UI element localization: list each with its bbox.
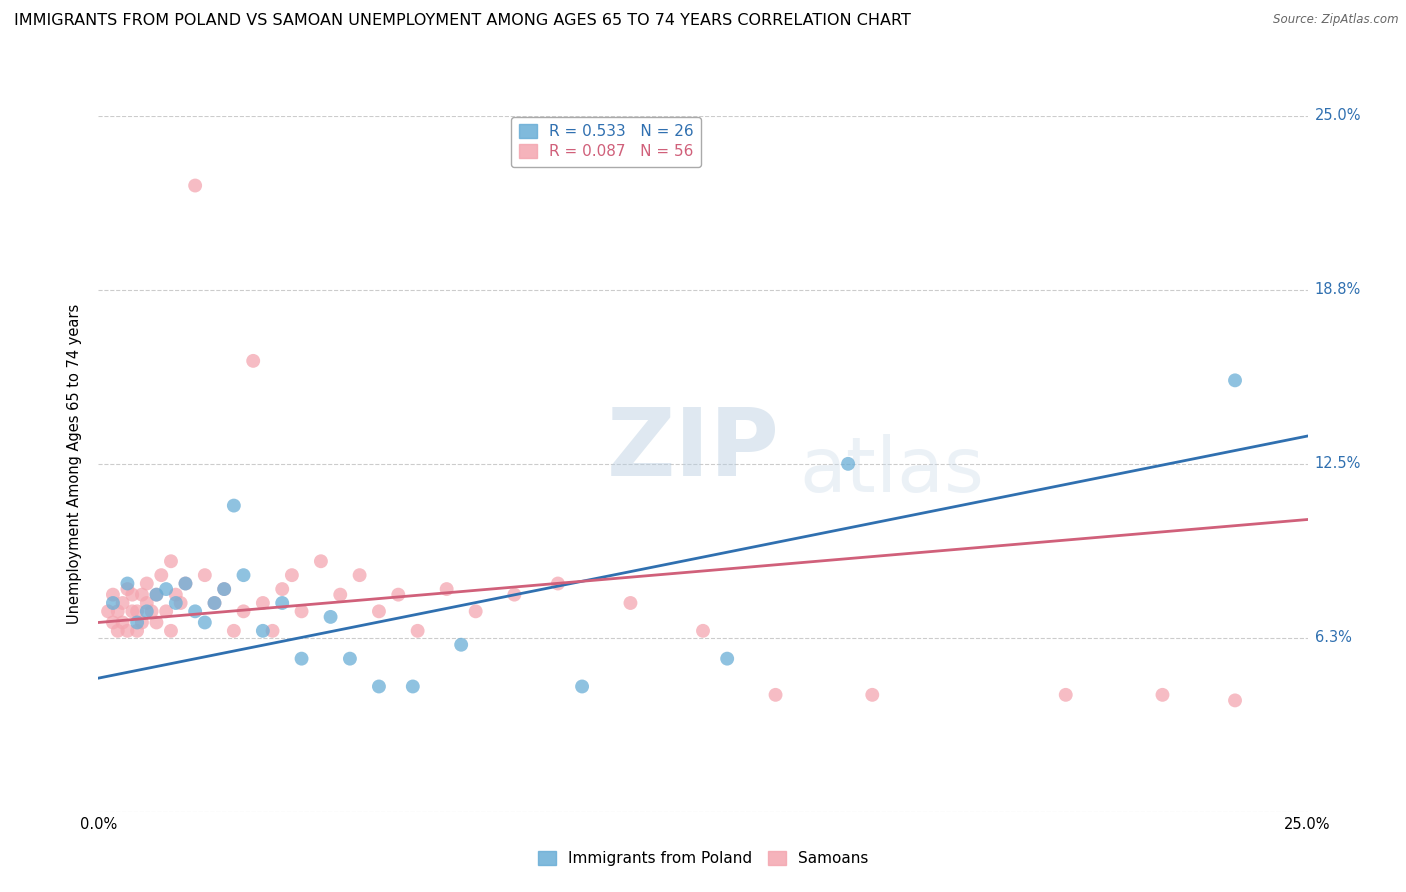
Point: [406, 624, 429, 638]
Point: [131, 588, 153, 602]
Point: [368, 680, 391, 694]
Point: [349, 568, 371, 582]
Point: [204, 596, 226, 610]
Point: [619, 596, 641, 610]
Point: [145, 588, 167, 602]
Point: [368, 604, 391, 618]
Point: [145, 588, 167, 602]
Point: [765, 688, 787, 702]
Text: ZIP: ZIP: [606, 404, 779, 496]
Point: [837, 457, 859, 471]
Point: [271, 596, 294, 610]
Point: [127, 615, 149, 630]
Point: [107, 604, 129, 618]
Point: [101, 596, 124, 610]
Point: [169, 596, 191, 610]
Point: [204, 596, 226, 610]
Point: [97, 604, 120, 618]
Point: [135, 604, 157, 618]
Point: [319, 610, 342, 624]
Point: [329, 588, 352, 602]
Point: [155, 582, 177, 596]
Point: [692, 624, 714, 638]
Point: [436, 582, 458, 596]
Point: [107, 624, 129, 638]
Point: [222, 499, 245, 513]
Point: [194, 568, 217, 582]
Point: [716, 651, 738, 665]
Point: [212, 582, 235, 596]
Point: [184, 178, 207, 193]
Text: Source: ZipAtlas.com: Source: ZipAtlas.com: [1274, 13, 1399, 27]
Point: [135, 596, 157, 610]
Text: 18.8%: 18.8%: [1315, 283, 1361, 297]
Legend: Immigrants from Poland, Samoans: Immigrants from Poland, Samoans: [530, 843, 876, 873]
Point: [101, 588, 124, 602]
Y-axis label: Unemployment Among Ages 65 to 74 years: Unemployment Among Ages 65 to 74 years: [67, 303, 83, 624]
Text: IMMIGRANTS FROM POLAND VS SAMOAN UNEMPLOYMENT AMONG AGES 65 TO 74 YEARS CORRELAT: IMMIGRANTS FROM POLAND VS SAMOAN UNEMPLO…: [14, 13, 911, 29]
Point: [150, 568, 173, 582]
Point: [165, 596, 187, 610]
Point: [450, 638, 472, 652]
Point: [145, 615, 167, 630]
Text: 12.5%: 12.5%: [1315, 457, 1361, 471]
Text: 6.3%: 6.3%: [1315, 631, 1351, 645]
Point: [387, 588, 409, 602]
Point: [135, 576, 157, 591]
Point: [222, 624, 245, 638]
Point: [121, 604, 143, 618]
Text: atlas: atlas: [800, 434, 984, 508]
Point: [117, 624, 139, 638]
Point: [252, 596, 274, 610]
Point: [464, 604, 486, 618]
Point: [242, 354, 264, 368]
Point: [547, 576, 569, 591]
Point: [212, 582, 235, 596]
Point: [111, 596, 134, 610]
Point: [121, 588, 143, 602]
Text: 25.0%: 25.0%: [1315, 109, 1361, 123]
Point: [127, 624, 149, 638]
Point: [281, 568, 304, 582]
Point: [290, 604, 312, 618]
Point: [503, 588, 526, 602]
Point: [860, 688, 883, 702]
Point: [571, 680, 593, 694]
Point: [184, 604, 207, 618]
Point: [262, 624, 284, 638]
Point: [1054, 688, 1077, 702]
Point: [131, 615, 153, 630]
Point: [117, 582, 139, 596]
Point: [290, 651, 312, 665]
Point: [165, 588, 187, 602]
Point: [117, 576, 139, 591]
Point: [155, 604, 177, 618]
Point: [339, 651, 361, 665]
Point: [232, 604, 254, 618]
Point: [1223, 373, 1246, 387]
Point: [194, 615, 217, 630]
Point: [271, 582, 294, 596]
Point: [1152, 688, 1174, 702]
Point: [1223, 693, 1246, 707]
Point: [111, 615, 134, 630]
Point: [309, 554, 332, 568]
Point: [101, 615, 124, 630]
Point: [232, 568, 254, 582]
Point: [160, 624, 183, 638]
Point: [127, 604, 149, 618]
Point: [160, 554, 183, 568]
Point: [174, 576, 197, 591]
Point: [252, 624, 274, 638]
Point: [141, 604, 163, 618]
Point: [174, 576, 197, 591]
Point: [402, 680, 425, 694]
